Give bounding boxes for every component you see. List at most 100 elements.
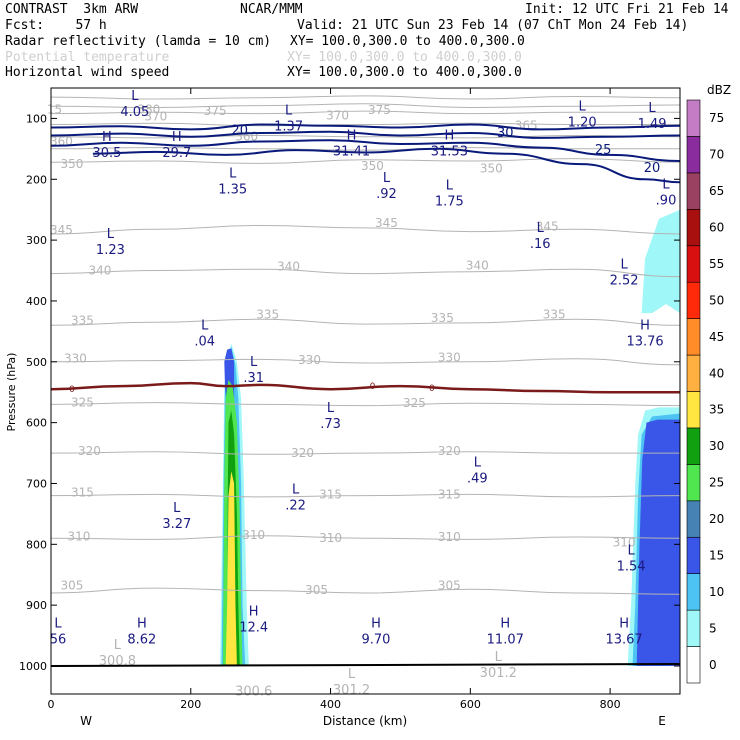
theta-contour-label: 330 bbox=[298, 353, 321, 367]
theta-contour-360 bbox=[50, 134, 681, 139]
freezing-level-label: 0 bbox=[429, 384, 435, 394]
freezing-level-label: 0 bbox=[370, 382, 376, 392]
colorbar-swatch bbox=[686, 573, 701, 611]
theta-contour-380 bbox=[50, 95, 681, 100]
extremum-marker: L bbox=[107, 227, 115, 242]
x-tick-label: 800 bbox=[600, 698, 621, 711]
theta-contour-label: 380 bbox=[137, 102, 160, 116]
extremum-value: .49 bbox=[467, 471, 488, 486]
theta-contour-label: 320 bbox=[78, 444, 101, 458]
extrema-label-layer: L4.05 L1.37L1.20L1.49H30.5H29.7H31.41H31.… bbox=[50, 89, 677, 699]
colorbar-label: 45 bbox=[709, 330, 724, 344]
extremum-marker: L bbox=[662, 177, 670, 192]
extremum-marker: L bbox=[620, 258, 628, 273]
wind-speed-label: 25 bbox=[595, 143, 612, 158]
theta-contour-label: 335 bbox=[431, 311, 454, 325]
extremum-marker: H bbox=[347, 129, 357, 144]
theta-contour-320 bbox=[50, 451, 680, 455]
colorbar-label: 50 bbox=[709, 293, 724, 307]
theta-contour-350 bbox=[50, 158, 681, 164]
y-tick-label: 600 bbox=[26, 417, 47, 430]
extremum-value: 29.7 bbox=[162, 146, 191, 161]
west-endpoint: W bbox=[80, 714, 92, 728]
theta-contour-label: 325 bbox=[403, 396, 426, 410]
theta-contour-label: 335 bbox=[256, 307, 279, 321]
colorbar-swatch bbox=[686, 245, 701, 283]
theta-contour-label: 330 bbox=[64, 352, 87, 366]
wind-speed-label: 20 bbox=[644, 161, 661, 176]
theta-contour-label: 340 bbox=[466, 259, 489, 273]
extremum-marker: L bbox=[173, 501, 181, 516]
extremum-value: 13.67 bbox=[605, 633, 642, 648]
colorbar-label: 55 bbox=[709, 257, 724, 271]
model-title: CONTRAST 3km ARW bbox=[5, 2, 139, 17]
extremum-marker: H bbox=[371, 617, 381, 632]
wind-speed-label: 20 bbox=[231, 123, 248, 138]
extremum-marker: L bbox=[292, 483, 300, 498]
forecast-hour: Fcst: 57 h bbox=[5, 18, 107, 33]
extremum-value: 13.76 bbox=[626, 334, 663, 349]
extremum-marker: H bbox=[500, 617, 510, 632]
theta-contour-label: 375 bbox=[368, 103, 391, 117]
west-cell-reflectivity-area bbox=[225, 471, 237, 666]
x-tick-label: 200 bbox=[180, 698, 201, 711]
extremum-value: 1.75 bbox=[435, 195, 464, 210]
y-tick-label: 700 bbox=[26, 477, 47, 490]
surface-theta-value: 301.2 bbox=[333, 683, 370, 698]
theta-contour-370 bbox=[50, 110, 680, 115]
colorbar-label: 60 bbox=[709, 221, 724, 235]
extremum-value: 4.05 bbox=[120, 105, 149, 120]
extremum-marker: L bbox=[327, 401, 335, 416]
extremum-value: 30.5 bbox=[92, 146, 121, 161]
extremum-value: 1.49 bbox=[638, 117, 667, 132]
extremum-marker: H bbox=[137, 617, 147, 632]
surface-theta-marker: L bbox=[495, 650, 503, 665]
theta-contour-label: 305 bbox=[438, 579, 461, 593]
theta-contour-345 bbox=[50, 224, 681, 235]
theta-contour-305 bbox=[50, 587, 681, 595]
x-tick-label: 0 bbox=[48, 698, 55, 711]
colorbar-label: 20 bbox=[709, 512, 724, 526]
theta-contour-label: 15 bbox=[47, 102, 62, 116]
theta-contour-label: 350 bbox=[61, 157, 84, 171]
extremum-marker: H bbox=[444, 129, 454, 144]
extremum-marker: L bbox=[537, 221, 545, 236]
colorbar-swatch bbox=[686, 536, 701, 574]
colorbar-swatch bbox=[686, 609, 701, 647]
freezing-level-label: 0 bbox=[69, 385, 75, 395]
surface-theta-marker: L bbox=[114, 638, 122, 653]
colorbar-label: 65 bbox=[709, 184, 724, 198]
theta-contour-335 bbox=[50, 318, 681, 326]
wind-speed-layer: 20 30 20 25 bbox=[50, 123, 681, 184]
org-label: NCAR/MMM bbox=[240, 2, 303, 17]
extremum-value: 1.20 bbox=[568, 115, 597, 130]
colorbar-label: 25 bbox=[709, 476, 724, 490]
theta-contour-label: 320 bbox=[438, 444, 461, 458]
y-tick-label: 800 bbox=[26, 538, 47, 551]
freezing-level-line bbox=[50, 381, 680, 394]
extremum-marker: H bbox=[640, 318, 650, 333]
surface-theta-marker: L bbox=[348, 667, 356, 682]
colorbar-swatch bbox=[686, 500, 701, 538]
extremum-marker: H bbox=[249, 604, 259, 619]
colorbar-swatch bbox=[686, 464, 701, 502]
theta-contour-label: 315 bbox=[438, 487, 461, 501]
extremum-value: 12.4 bbox=[239, 620, 268, 635]
x-axis-title: Distance (km) bbox=[323, 714, 407, 728]
extremum-marker: H bbox=[172, 130, 182, 145]
colorbar-swatch bbox=[686, 99, 701, 137]
colorbar-label: 75 bbox=[709, 111, 724, 125]
colorbar-label: 10 bbox=[709, 585, 724, 599]
theta-contour-label: 345 bbox=[375, 216, 398, 230]
theta-contour-325 bbox=[50, 402, 681, 407]
extremum-value: 8.62 bbox=[127, 633, 156, 648]
extremum-marker: L bbox=[201, 318, 209, 333]
extremum-marker: L bbox=[474, 455, 482, 470]
extremum-value: 56 bbox=[50, 633, 67, 648]
ground-line bbox=[50, 663, 681, 667]
colorbar-swatch bbox=[686, 281, 701, 319]
y-tick-label: 400 bbox=[26, 295, 47, 308]
extremum-marker: H bbox=[619, 617, 629, 632]
field-theta-xy: XY= 100.0,300.0 to 400.0,300.0 bbox=[287, 50, 522, 65]
y-axis-title: Pressure (hPa) bbox=[5, 353, 18, 432]
